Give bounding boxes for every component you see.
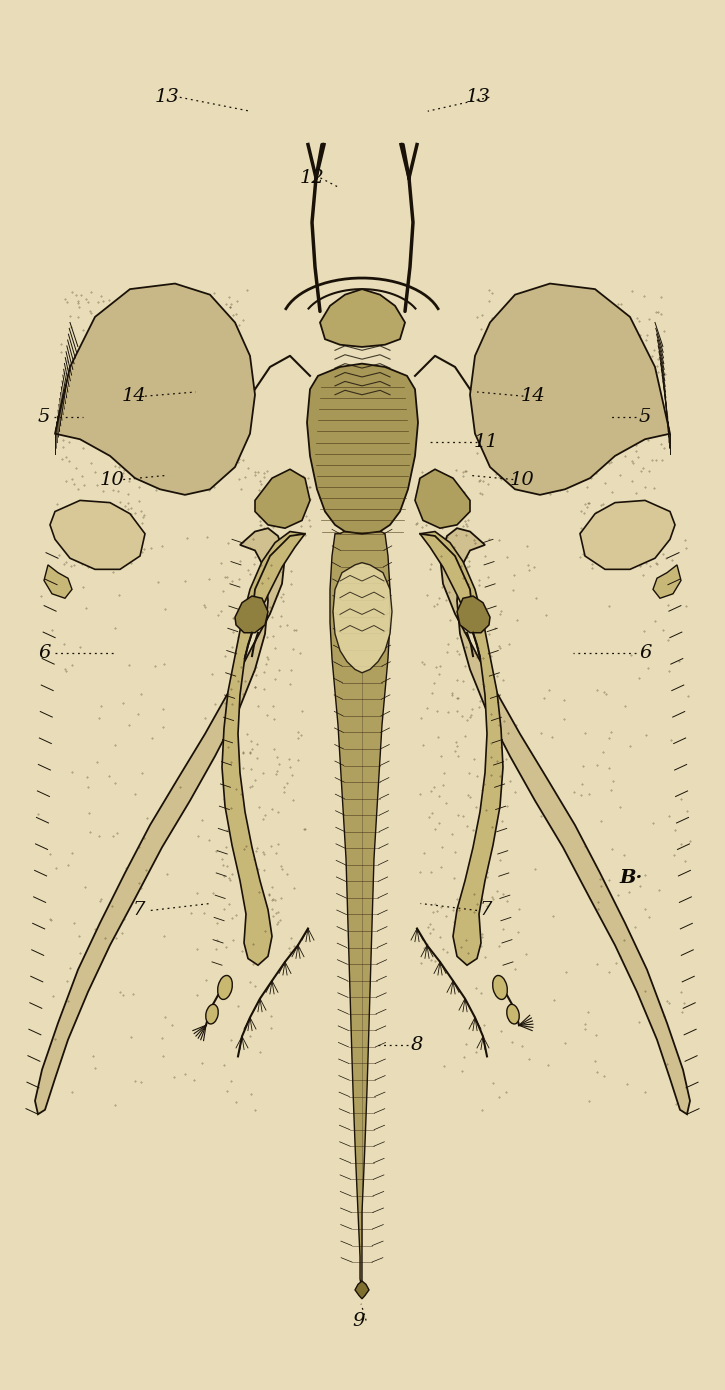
Polygon shape [415, 470, 470, 528]
Polygon shape [235, 596, 268, 632]
Polygon shape [580, 500, 675, 570]
Text: 9: 9 [352, 1312, 365, 1329]
Text: 6: 6 [38, 645, 51, 662]
Polygon shape [457, 596, 490, 632]
Ellipse shape [206, 1005, 218, 1024]
Text: 11: 11 [473, 434, 498, 450]
Text: 13: 13 [466, 89, 491, 106]
Polygon shape [440, 528, 690, 1115]
Polygon shape [222, 531, 305, 965]
Ellipse shape [493, 976, 508, 999]
Text: 5: 5 [639, 409, 652, 425]
Text: 8: 8 [410, 1037, 423, 1054]
Polygon shape [50, 500, 145, 570]
Polygon shape [333, 563, 392, 673]
Text: 14: 14 [521, 388, 545, 404]
Polygon shape [320, 289, 405, 348]
Polygon shape [35, 528, 285, 1115]
Polygon shape [330, 525, 390, 1295]
Text: 14: 14 [122, 388, 146, 404]
Text: B·: B· [619, 870, 642, 887]
Text: 5: 5 [37, 409, 50, 425]
Text: 10: 10 [510, 471, 534, 488]
Text: 7: 7 [479, 902, 492, 919]
Ellipse shape [218, 976, 232, 999]
Polygon shape [355, 1282, 369, 1298]
Text: 12: 12 [299, 170, 324, 186]
Text: 6: 6 [639, 645, 652, 662]
Polygon shape [255, 470, 310, 528]
Text: 7: 7 [133, 902, 146, 919]
Polygon shape [420, 531, 503, 965]
Polygon shape [307, 364, 418, 534]
Ellipse shape [507, 1005, 519, 1024]
Polygon shape [653, 564, 681, 598]
Text: 13: 13 [154, 89, 179, 106]
Text: 10: 10 [100, 471, 125, 488]
Polygon shape [44, 564, 72, 598]
Polygon shape [55, 284, 255, 495]
Polygon shape [470, 284, 670, 495]
